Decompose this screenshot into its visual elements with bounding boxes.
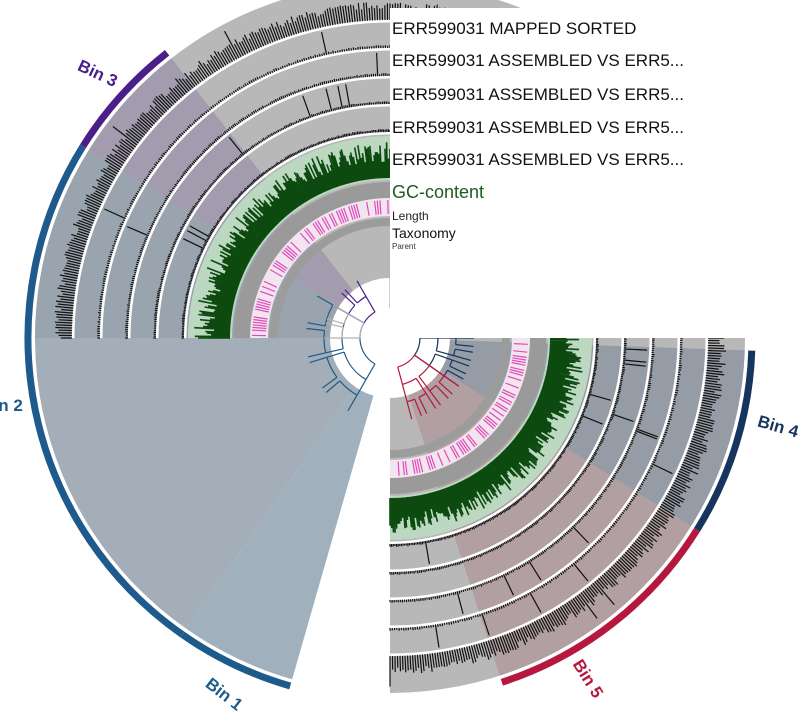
tree-branch <box>343 351 367 381</box>
tree-edge <box>414 398 423 417</box>
tree-branch <box>356 295 367 304</box>
tree-branch <box>428 353 436 366</box>
tree-branch <box>359 322 376 365</box>
tree-edge <box>429 390 442 406</box>
tree-branch <box>435 337 439 351</box>
tree-edge <box>356 379 367 396</box>
tree-edge <box>325 380 341 394</box>
tree-edge <box>308 352 326 358</box>
tree-branch <box>402 377 417 385</box>
tree-edge <box>347 394 358 412</box>
tree-edge <box>397 366 404 385</box>
tree-edge <box>316 295 334 306</box>
tree-edge <box>428 365 445 377</box>
tree-branch <box>397 354 416 368</box>
tree-edge <box>438 381 453 395</box>
tree-edge <box>344 289 358 304</box>
bin-label-4[interactable]: Bin 4 <box>755 412 798 442</box>
tree-edge <box>435 353 453 361</box>
tree-edge <box>425 393 437 409</box>
tree-edge <box>332 304 349 315</box>
tree-branch <box>406 398 415 403</box>
parent-label[interactable]: Parent <box>392 242 416 251</box>
tree-edge <box>356 280 367 297</box>
tree-edge <box>449 365 467 375</box>
tree-edge <box>418 375 431 392</box>
tree-branch <box>359 322 365 339</box>
tree-branch <box>347 304 356 315</box>
bin-arc-5[interactable] <box>500 527 700 686</box>
tree-edge <box>326 351 345 358</box>
bin-label-3[interactable]: Bin 3 <box>75 56 121 91</box>
tree-edge <box>453 355 472 362</box>
tree-edge <box>309 356 328 364</box>
bin-arc-2[interactable] <box>24 144 185 638</box>
layer-label-4[interactable]: ERR599031 ASSEMBLED VS ERR5... <box>392 118 684 137</box>
tree-branch <box>363 311 376 324</box>
tree-edge <box>306 327 325 332</box>
tree-edge <box>415 377 427 394</box>
layer-label-5[interactable]: ERR599031 ASSEMBLED VS ERR5... <box>392 150 684 169</box>
tree-branch <box>414 337 421 356</box>
tree-edge <box>436 350 454 357</box>
tree-edge <box>452 359 470 367</box>
gc-content-label[interactable]: GC-content <box>392 182 485 202</box>
layer-label-2[interactable]: ERR599031 ASSEMBLED VS ERR5... <box>392 51 684 70</box>
tree-edge <box>325 322 344 328</box>
bin-arc-4[interactable] <box>694 350 756 532</box>
tree-edge <box>447 369 464 380</box>
bin-label-2[interactable]: Bin 2 <box>0 396 23 415</box>
tree-edge <box>418 397 428 414</box>
tree-edge <box>455 344 474 348</box>
tree-edge <box>365 363 376 380</box>
bin-sector-1 <box>186 387 374 680</box>
tree-edge <box>435 385 449 399</box>
tree-edge <box>322 376 338 389</box>
tree-branch <box>418 392 427 398</box>
tree-edge <box>325 348 344 354</box>
bin-arc-1[interactable] <box>180 631 292 690</box>
layer-label-1[interactable]: ERR599031 MAPPED SORTED <box>392 19 637 38</box>
tree-branch <box>343 313 349 325</box>
tree-edge <box>365 296 376 313</box>
tree-edge <box>341 292 356 306</box>
tree-edge <box>414 354 430 367</box>
tree-edge <box>454 348 473 353</box>
bin-arc-3[interactable] <box>80 49 170 149</box>
tree-edge <box>406 401 413 420</box>
legend-blank <box>390 8 798 338</box>
tree-edge <box>307 322 326 327</box>
tree-edge <box>401 384 408 402</box>
taxonomy-label[interactable]: Taxonomy <box>392 225 456 241</box>
layer-label-3[interactable]: ERR599031 ASSEMBLED VS ERR5... <box>392 85 684 104</box>
tree-edge <box>348 313 365 324</box>
tree-edge <box>443 375 460 387</box>
bin-label-1[interactable]: Bin 1 <box>202 674 246 715</box>
bin-label-5[interactable]: Bin 5 <box>569 656 607 701</box>
length-label[interactable]: Length <box>392 209 429 223</box>
tree-branch <box>418 365 430 377</box>
tree-edge <box>326 318 345 325</box>
